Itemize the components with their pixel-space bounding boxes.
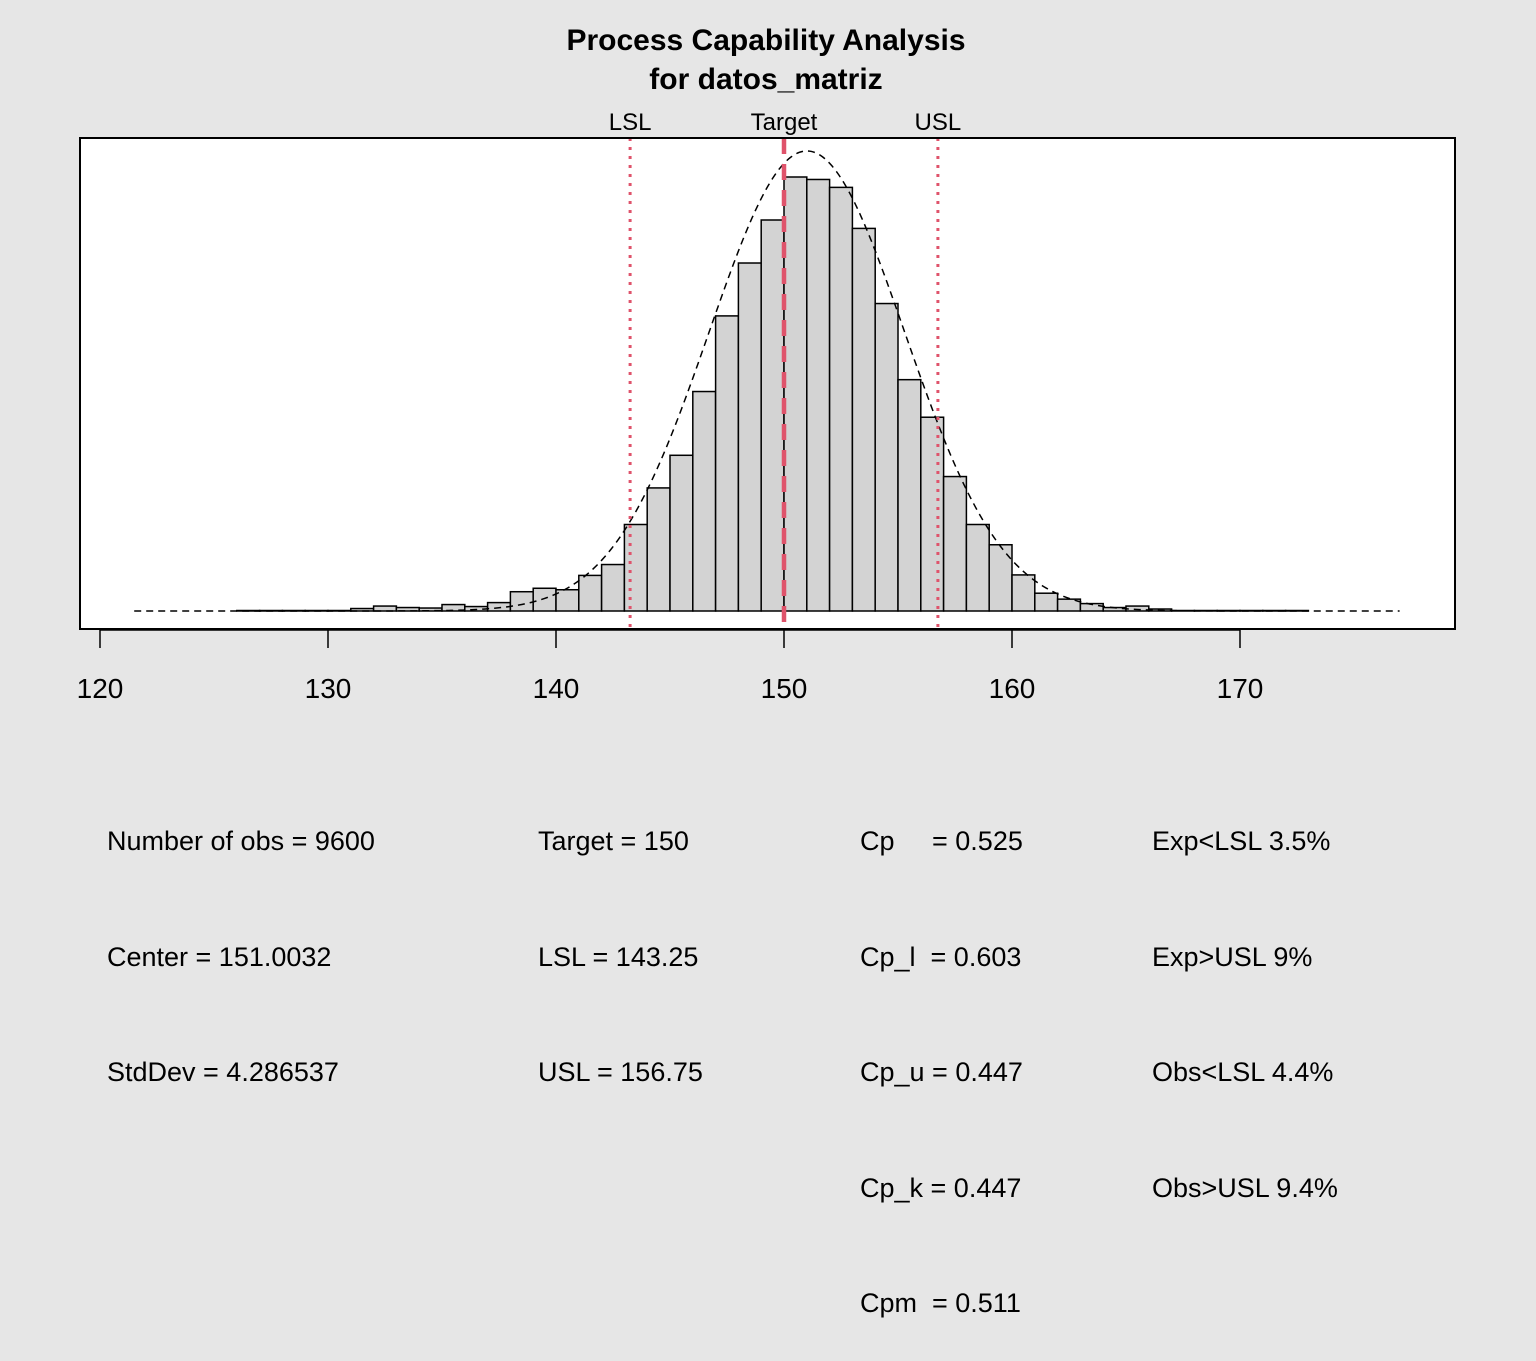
stats-column-specs: Target = 150 LSL = 143.25 USL = 156.75 xyxy=(538,745,703,1130)
histogram-bar-16 xyxy=(600,563,626,612)
histogram-bar-25 xyxy=(806,178,831,612)
histogram-bar-18 xyxy=(646,487,671,612)
histogram-bar-32 xyxy=(965,523,990,612)
histogram-bar-31 xyxy=(942,475,968,612)
histogram-bar-34 xyxy=(1011,574,1036,612)
histogram-bar-19 xyxy=(669,454,694,612)
x-axis: 120 130 140 150 160 170 xyxy=(77,629,1264,704)
spec-label-lsl: LSL xyxy=(609,109,652,136)
x-tick-label-130: 130 xyxy=(305,673,352,704)
stats-column-indices: Cp = 0.525 Cp_l = 0.603 Cp_u = 0.447 Cp_… xyxy=(860,745,1023,1361)
histogram-bar-15 xyxy=(578,574,603,612)
histogram-bar-20 xyxy=(692,390,717,612)
spec-lines-layer: LSL Target USL xyxy=(609,109,961,629)
histogram-bar-22 xyxy=(737,262,762,612)
stat-usl: USL = 156.75 xyxy=(538,1057,703,1087)
stat-cpm: Cpm = 0.511 xyxy=(860,1288,1021,1318)
x-tick-label-140: 140 xyxy=(533,673,580,704)
normal-density-curve xyxy=(134,150,1400,612)
histogram-bar-39 xyxy=(1125,605,1150,612)
stat-cp: Cp = 0.525 xyxy=(860,826,1023,856)
histogram-bar-35 xyxy=(1034,592,1059,612)
x-tick-label-160: 160 xyxy=(989,673,1036,704)
stat-cp-u: Cp_u = 0.447 xyxy=(860,1057,1023,1087)
stat-cp-k: Cp_k = 0.447 xyxy=(860,1172,1022,1203)
histogram-bar-28 xyxy=(874,302,899,612)
chart-title: Process Capability Analysis xyxy=(566,24,965,57)
x-tick-label-170: 170 xyxy=(1217,673,1264,704)
histogram-bar-14 xyxy=(555,588,580,612)
stat-stddev: StdDev = 4.286537 xyxy=(107,1057,339,1087)
histogram-bar-26 xyxy=(828,186,854,612)
stat-obs-lsl: Obs<LSL 4.4% xyxy=(1152,1057,1334,1087)
normal-curve-layer xyxy=(134,150,1400,612)
stat-exp-lsl: Exp<LSL 3.5% xyxy=(1152,826,1331,856)
stat-lsl: LSL = 143.25 xyxy=(538,941,699,972)
x-tick-label-150: 150 xyxy=(761,673,808,704)
stat-center: Center = 151.0032 xyxy=(107,941,332,972)
histogram-bar-33 xyxy=(988,544,1013,612)
x-tick-label-120: 120 xyxy=(77,673,124,704)
histogram-bar-13 xyxy=(532,587,557,612)
histogram-bar-12 xyxy=(509,590,534,612)
histogram-bar-21 xyxy=(714,315,740,612)
histogram-bar-30 xyxy=(920,416,945,612)
histogram-bars xyxy=(236,176,1310,612)
stat-target: Target = 150 xyxy=(538,826,689,856)
stat-obs-usl: Obs>USL 9.4% xyxy=(1152,1172,1338,1203)
histogram-bar-24 xyxy=(783,176,808,612)
histogram-bar-27 xyxy=(851,227,876,612)
spec-label-usl: USL xyxy=(915,109,962,136)
spec-label-target: Target xyxy=(751,109,818,136)
stat-number-of-obs: Number of obs = 9600 xyxy=(107,826,375,856)
capability-chart: Process Capability Analysis for datos_ma… xyxy=(77,24,1456,704)
stat-cp-l: Cp_l = 0.603 xyxy=(860,941,1022,972)
chart-subtitle: for datos_matriz xyxy=(649,63,882,96)
histogram-bar-29 xyxy=(897,378,922,612)
stat-exp-usl: Exp>USL 9% xyxy=(1152,941,1313,972)
plot-frame xyxy=(79,137,1456,630)
histogram-bar-17 xyxy=(623,523,648,612)
stats-column-percentages: Exp<LSL 3.5% Exp>USL 9% Obs<LSL 4.4% Obs… xyxy=(1152,745,1338,1246)
histogram-bar-23 xyxy=(760,219,785,612)
stats-column-sample: Number of obs = 9600 Center = 151.0032 S… xyxy=(107,745,375,1130)
